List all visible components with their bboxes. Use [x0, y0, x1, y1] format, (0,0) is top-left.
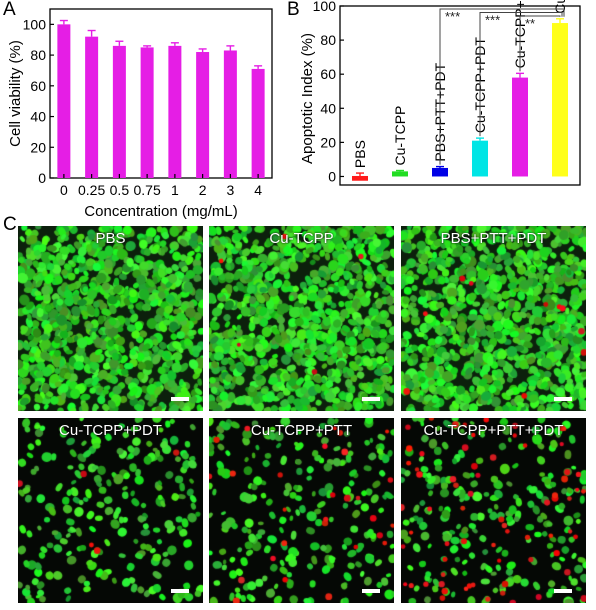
bar-a-6 — [223, 50, 237, 178]
micrograph-tile: PBS+PTT+PDT — [401, 226, 586, 411]
bar-a-3 — [140, 47, 154, 179]
y-tick-label-a: 60 — [30, 78, 46, 94]
panel-letter-c: C — [3, 214, 17, 235]
panel-letter-b: B — [287, 0, 300, 20]
bar-a-7 — [251, 68, 265, 178]
bar-b-0 — [352, 175, 368, 181]
y-axis-label-a: Cell viability (%) — [7, 40, 24, 147]
micrograph-image — [401, 226, 586, 411]
plot-frame-a — [49, 8, 273, 179]
plot-frame-b — [339, 5, 581, 186]
x-tick-label-a: 0 — [60, 182, 68, 198]
micrograph-label: Cu-TCPP+PTT — [250, 422, 353, 439]
micrograph-label: Cu-TCPP+PTT+PDT — [423, 422, 564, 439]
y-tick-label-b: 0 — [328, 168, 336, 184]
x-tick-label-a: 2 — [199, 182, 207, 198]
significance-label-0: *** — [445, 9, 460, 24]
x-tick-label-a: 0.25 — [78, 182, 105, 198]
x-tick-label-a: 3 — [226, 182, 234, 198]
scale-bar — [362, 589, 380, 593]
scale-bar — [554, 589, 572, 593]
micrograph-label: PBS+PTT+PDT — [440, 230, 547, 247]
x-tick-label-a: 0.75 — [134, 182, 161, 198]
micrograph-label: PBS — [95, 230, 126, 247]
micrograph-image — [18, 226, 203, 411]
bar-label-b-5: Cu-TCPP+PTT+PDT — [552, 0, 568, 14]
y-tick-label-b: 20 — [320, 134, 336, 150]
x-axis-label-a: Concentration (mg/mL) — [84, 203, 237, 220]
micrograph-label: Cu-TCPP — [269, 230, 334, 247]
bar-a-2 — [112, 45, 126, 178]
micrograph-image — [209, 418, 394, 603]
bar-b-3 — [472, 140, 488, 177]
y-tick-label-a: 100 — [23, 16, 47, 32]
significance-bracket-1 — [479, 12, 563, 137]
scale-bar — [171, 397, 189, 401]
y-tick-label-a: 20 — [30, 139, 46, 155]
micrograph-tile: Cu-TCPP — [209, 226, 394, 411]
x-tick-label-a: 1 — [171, 182, 179, 198]
significance-label-2: ** — [525, 16, 535, 31]
micrograph-tile: Cu-TCPP+PDT — [18, 418, 203, 603]
significance-bracket-0 — [439, 8, 565, 165]
scale-bar — [554, 397, 572, 401]
bar-a-4 — [168, 45, 182, 178]
y-tick-label-b: 40 — [320, 100, 336, 116]
micrograph-image — [209, 226, 394, 411]
y-axis-label-b: Apoptotic Index (%) — [299, 33, 316, 164]
micrograph-tile: Cu-TCPP+PTT+PDT — [401, 418, 586, 603]
bar-a-1 — [85, 36, 99, 179]
x-tick-label-a: 4 — [254, 182, 262, 198]
y-tick-label-b: 100 — [313, 0, 337, 14]
micrograph-image — [401, 418, 586, 603]
bar-label-b-1: Cu-TCPP — [392, 106, 408, 166]
significance-bracket-2 — [519, 15, 561, 72]
scale-bar — [362, 397, 380, 401]
micrograph-tile: Cu-TCPP+PTT — [209, 418, 394, 603]
bar-b-2 — [432, 167, 448, 177]
significance-label-1: *** — [485, 13, 500, 28]
bar-b-4 — [512, 77, 528, 177]
y-tick-label-a: 80 — [30, 47, 46, 63]
bar-b-5 — [552, 23, 568, 177]
bar-b-1 — [392, 171, 408, 177]
micrograph-label: Cu-TCPP+PDT — [59, 422, 162, 439]
y-tick-label-a: 0 — [38, 170, 46, 186]
bar-a-5 — [196, 52, 210, 178]
y-tick-label-b: 80 — [320, 32, 336, 48]
y-tick-label-a: 40 — [30, 109, 46, 125]
scale-bar — [171, 589, 189, 593]
bar-label-b-0: PBS — [352, 140, 368, 168]
micrograph-image — [18, 418, 203, 603]
bar-a-0 — [57, 24, 71, 179]
x-tick-label-a: 0.5 — [110, 182, 130, 198]
micrograph-tile: PBS — [18, 226, 203, 411]
y-tick-label-b: 60 — [320, 66, 336, 82]
chart-a-cell-viability: 0 20 40 60 80 100 0 0.25 0.5 0.75 1 2 3 4 Concentratio… — [7, 8, 273, 220]
panel-letter-a: A — [3, 0, 16, 20]
